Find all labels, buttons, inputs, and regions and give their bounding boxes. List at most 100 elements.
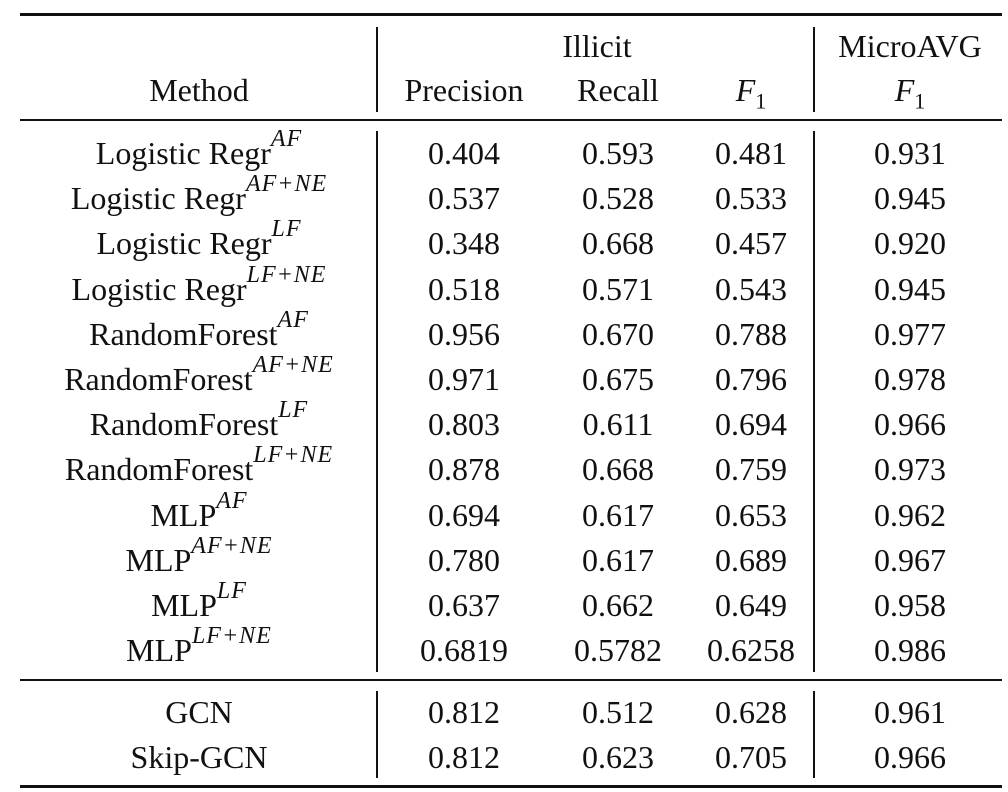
gcn-method-divider — [376, 691, 378, 778]
header-micro-divider — [813, 27, 815, 112]
micro-f1-cell: 0.977 — [874, 316, 946, 352]
precision-cell: 0.404 — [428, 135, 500, 171]
recall-cell: 0.662 — [582, 587, 654, 623]
f1-cell: 0.481 — [715, 135, 787, 171]
feature-set-superscript: LF+NE — [246, 262, 327, 289]
micro-f1-cell: 0.967 — [874, 542, 946, 578]
recall-cell: 0.512 — [582, 694, 654, 730]
method-cell: MLPLF — [22, 579, 376, 627]
method-cell: MLPAF — [22, 489, 376, 537]
micro-f1-cell: 0.945 — [874, 271, 946, 307]
method-name: MLP — [150, 497, 217, 533]
feature-set-superscript: AF+NE — [191, 533, 273, 560]
feature-set-superscript: LF — [278, 397, 309, 424]
precision-cell: 0.878 — [428, 451, 500, 487]
method-name: GCN — [165, 694, 233, 730]
feature-set-superscript: AF — [277, 307, 309, 334]
method-name: Logistic Regr — [70, 180, 246, 216]
micro-f1-cell: 0.962 — [874, 497, 946, 533]
precision-cell: 0.971 — [428, 361, 500, 397]
bottom-rule — [20, 785, 1002, 788]
recall-cell: 0.668 — [582, 225, 654, 261]
method-cell: Logistic RegrAF+NE — [22, 172, 376, 220]
precision-cell: 0.812 — [428, 694, 500, 730]
recall-cell: 0.617 — [582, 542, 654, 578]
precision-cell: 0.637 — [428, 587, 500, 623]
method-cell: Logistic RegrLF+NE — [22, 263, 376, 311]
precision-cell: 0.812 — [428, 739, 500, 775]
micro-f1-cell: 0.945 — [874, 180, 946, 216]
body-method-divider — [376, 131, 378, 672]
f1-cell: 0.694 — [715, 406, 787, 442]
group-rule — [20, 679, 1002, 681]
feature-set-superscript: LF — [216, 578, 247, 605]
method-cell: GCN — [22, 690, 376, 734]
recall-header: Recall — [577, 72, 659, 108]
method-name: MLP — [151, 587, 217, 623]
f1-cell: 0.649 — [715, 587, 787, 623]
illicit-header: Illicit — [562, 28, 632, 64]
microavg-header: MicroAVG — [838, 28, 982, 64]
precision-cell: 0.956 — [428, 316, 500, 352]
micro-f1-cell: 0.966 — [874, 406, 946, 442]
feature-set-superscript: AF — [270, 126, 303, 153]
precision-cell: 0.348 — [428, 225, 500, 261]
f1-header-base: F — [735, 72, 756, 108]
feature-set-superscript: LF+NE — [191, 623, 272, 650]
method-name: RandomForest — [89, 406, 279, 442]
method-cell: Logistic RegrLF — [22, 217, 376, 265]
recall-cell: 0.668 — [582, 451, 654, 487]
recall-cell: 0.528 — [582, 180, 654, 216]
method-cell: Skip-GCN — [22, 735, 376, 779]
f1-cell: 0.759 — [715, 451, 787, 487]
method-name: Logistic Regr — [95, 135, 271, 171]
method-name: Logistic Regr — [96, 225, 272, 261]
method-name: RandomForest — [64, 451, 254, 487]
micro-f1-header-sub: 1 — [914, 88, 926, 114]
header-method-divider — [376, 27, 378, 112]
method-cell: MLPLF+NE — [22, 624, 376, 672]
f1-cell: 0.689 — [715, 542, 787, 578]
f1-cell: 0.653 — [715, 497, 787, 533]
micro-f1-cell: 0.920 — [874, 225, 946, 261]
recall-cell: 0.623 — [582, 739, 654, 775]
feature-set-superscript: AF+NE — [252, 352, 334, 379]
recall-cell: 0.593 — [582, 135, 654, 171]
method-header: Method — [149, 72, 249, 108]
f1-cell: 0.788 — [715, 316, 787, 352]
micro-f1-cell: 0.958 — [874, 587, 946, 623]
precision-cell: 0.518 — [428, 271, 500, 307]
method-name: MLP — [125, 542, 192, 578]
precision-cell: 0.694 — [428, 497, 500, 533]
micro-f1-cell: 0.986 — [874, 632, 946, 668]
method-cell: RandomForestLF — [22, 398, 376, 446]
method-name: RandomForest — [89, 316, 278, 352]
recall-cell: 0.611 — [582, 406, 654, 442]
method-cell: Logistic RegrAF — [22, 127, 376, 175]
micro-f1-cell: 0.966 — [874, 739, 946, 775]
micro-f1-cell: 0.978 — [874, 361, 946, 397]
recall-cell: 0.675 — [582, 361, 654, 397]
micro-f1-cell: 0.931 — [874, 135, 946, 171]
recall-cell: 0.670 — [582, 316, 654, 352]
f1-cell: 0.543 — [715, 271, 787, 307]
feature-set-superscript: LF — [271, 216, 302, 243]
method-name: Logistic Regr — [71, 271, 247, 307]
method-cell: RandomForestAF — [22, 308, 376, 356]
micro-f1-cell: 0.973 — [874, 451, 946, 487]
f1-cell: 0.533 — [715, 180, 787, 216]
method-name: MLP — [126, 632, 192, 668]
recall-cell: 0.571 — [582, 271, 654, 307]
micro-f1-cell: 0.961 — [874, 694, 946, 730]
micro-f1-header-base: F — [894, 72, 915, 108]
precision-cell: 0.803 — [428, 406, 500, 442]
precision-header: Precision — [404, 72, 524, 108]
precision-cell: 0.780 — [428, 542, 500, 578]
feature-set-superscript: LF+NE — [253, 442, 334, 469]
method-cell: RandomForestLF+NE — [22, 443, 376, 491]
f1-cell: 0.796 — [715, 361, 787, 397]
top-rule — [20, 13, 1002, 16]
f1-header: F1 — [690, 68, 812, 112]
method-cell: RandomForestAF+NE — [22, 353, 376, 401]
f1-cell: 0.705 — [715, 739, 787, 775]
